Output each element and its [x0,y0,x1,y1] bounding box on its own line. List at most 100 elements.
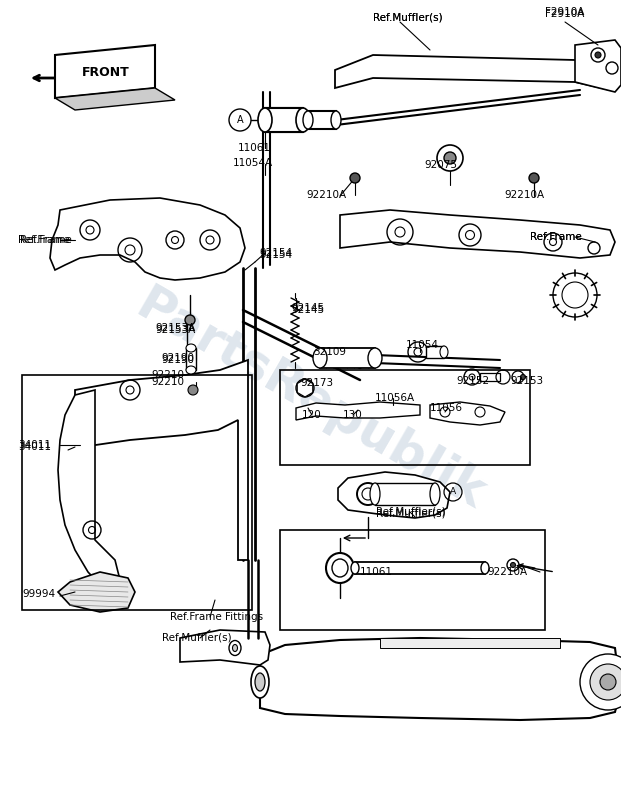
Text: 11061: 11061 [238,143,271,153]
Ellipse shape [605,663,621,701]
Circle shape [437,145,463,171]
Polygon shape [340,210,615,258]
Ellipse shape [251,666,269,698]
Text: 92153A: 92153A [155,325,195,335]
Circle shape [510,562,515,567]
Bar [280,530,545,630]
Ellipse shape [313,348,327,368]
Text: 92190: 92190 [161,355,194,365]
Ellipse shape [255,673,265,691]
Polygon shape [430,402,505,425]
Bar [308,111,336,129]
Text: 92210A: 92210A [306,190,346,200]
Text: 92145: 92145 [291,303,324,313]
Polygon shape [58,572,135,612]
Polygon shape [335,55,610,90]
Ellipse shape [332,559,348,577]
Polygon shape [180,630,270,665]
Bar [265,108,303,132]
Text: A: A [450,487,456,497]
Text: 92210: 92210 [151,370,184,380]
Text: Ref.Frame: Ref.Frame [18,235,70,245]
Polygon shape [260,638,618,720]
Polygon shape [338,472,450,518]
Text: 92210A: 92210A [487,567,527,577]
Text: F2910A: F2910A [545,7,584,17]
Text: FRONT: FRONT [82,66,130,78]
Text: PartsRepublik: PartsRepublik [127,281,494,519]
Text: 92210: 92210 [151,377,184,387]
Polygon shape [58,390,120,590]
Ellipse shape [370,483,380,505]
Text: 92153: 92153 [510,376,543,386]
Ellipse shape [481,562,489,574]
Text: Ref.Frame Fittings: Ref.Frame Fittings [170,612,263,622]
Bar [355,562,485,574]
Circle shape [529,173,539,183]
Text: 92173: 92173 [300,378,333,388]
Ellipse shape [368,348,382,368]
Ellipse shape [351,562,359,574]
Text: 11056: 11056 [430,403,463,413]
Ellipse shape [229,641,241,655]
Circle shape [600,674,616,690]
Ellipse shape [303,111,313,129]
Text: Ref.Frame: Ref.Frame [530,232,582,242]
Text: Ref.Muffler(s): Ref.Muffler(s) [162,633,232,643]
Circle shape [444,152,456,164]
Text: Ref.Frame: Ref.Frame [530,232,582,242]
Ellipse shape [232,645,237,651]
Circle shape [595,52,601,58]
Text: 34011: 34011 [18,442,51,452]
Text: 92154: 92154 [259,250,292,260]
Polygon shape [296,402,420,420]
Bar [320,348,375,368]
Ellipse shape [357,483,379,505]
Ellipse shape [186,344,196,352]
Circle shape [185,315,195,325]
Ellipse shape [609,665,621,699]
Bar [480,373,500,381]
Ellipse shape [440,346,448,358]
Polygon shape [55,88,175,110]
Text: 130: 130 [343,410,363,420]
Bar [426,346,444,358]
Polygon shape [75,360,248,560]
Circle shape [590,664,621,700]
Circle shape [350,173,360,183]
Circle shape [580,654,621,710]
Bar [22,375,252,610]
Text: F2910A: F2910A [545,9,584,19]
Text: Ref.Muffler(s): Ref.Muffler(s) [376,509,446,519]
Ellipse shape [362,488,374,500]
Ellipse shape [326,553,354,583]
Text: Ref.Muffler(s): Ref.Muffler(s) [373,13,443,23]
Text: 99994: 99994 [22,589,55,599]
Ellipse shape [258,108,272,132]
Text: 92152: 92152 [456,376,489,386]
Text: Ref.Muffler(s): Ref.Muffler(s) [373,13,443,23]
Text: Ref.Muffler(s): Ref.Muffler(s) [376,507,446,517]
Text: Ref.Frame: Ref.Frame [20,235,72,245]
Circle shape [188,385,198,395]
Text: 92153A: 92153A [155,323,195,333]
Text: 92145: 92145 [291,305,324,315]
Text: 92154: 92154 [259,248,292,258]
Text: 11056A: 11056A [375,393,415,403]
Text: A: A [237,115,243,125]
Polygon shape [55,45,155,98]
Text: 32109: 32109 [313,347,346,357]
Text: 120: 120 [302,410,322,420]
Ellipse shape [331,111,341,129]
Bar [375,483,435,505]
Polygon shape [575,40,621,92]
Polygon shape [50,198,245,280]
Text: 92075: 92075 [424,160,457,170]
Ellipse shape [296,108,310,132]
Ellipse shape [430,483,440,505]
Circle shape [520,374,525,379]
Text: 11054A: 11054A [233,158,273,168]
Text: 11061: 11061 [360,567,393,577]
Bar [186,348,196,370]
Text: 34011: 34011 [18,440,51,450]
